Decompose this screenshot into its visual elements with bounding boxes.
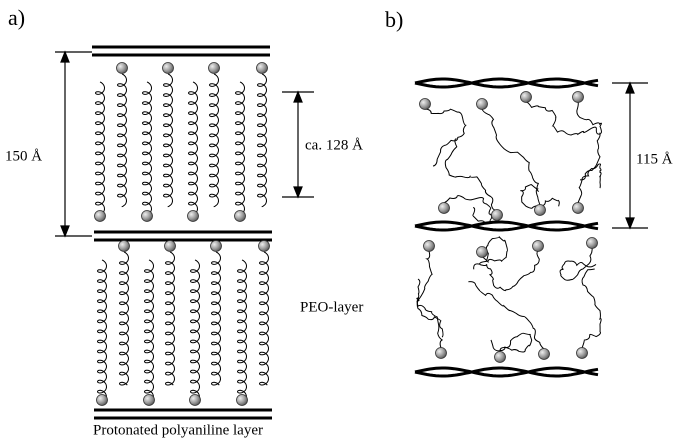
end-group: [495, 352, 506, 363]
peo-coil: [444, 196, 492, 224]
spacing-label: ca. 128 Å: [305, 137, 363, 153]
peo-chain: [118, 74, 127, 207]
peo-coil: [480, 251, 540, 291]
end-group: [211, 241, 222, 252]
end-group: [188, 211, 199, 222]
end-group: [424, 241, 435, 252]
end-group: [144, 395, 155, 406]
peo-coil: [526, 102, 600, 135]
end-group: [190, 395, 201, 406]
end-group: [587, 238, 598, 249]
end-group: [163, 63, 174, 74]
peo-chain: [236, 82, 245, 215]
end-group: [436, 348, 447, 359]
peo-chain: [98, 260, 107, 399]
end-group: [533, 241, 544, 252]
spacing-label: 115 Å: [636, 151, 673, 167]
peo-chain: [164, 74, 173, 207]
peo-chain: [143, 82, 152, 215]
peo-coil: [468, 282, 544, 349]
end-group: [97, 395, 108, 406]
figure: a) b) 150 Å ca. 128 Å PEO-layer Protonat…: [0, 0, 683, 440]
end-group: [259, 241, 270, 252]
end-group: [577, 348, 588, 359]
peo-coil: [578, 164, 601, 203]
peo-coil: [491, 333, 532, 352]
peo-chain: [189, 82, 198, 215]
molecules: [95, 63, 602, 406]
peo-chain: [258, 74, 267, 207]
end-group: [420, 99, 431, 110]
end-group: [573, 203, 584, 214]
peo-coil: [577, 102, 602, 180]
end-group: [117, 63, 128, 74]
end-group: [209, 63, 220, 74]
peo-chain: [120, 252, 129, 385]
end-group: [119, 241, 130, 252]
end-group: [95, 211, 106, 222]
end-group: [257, 63, 268, 74]
panel-label: a): [8, 5, 25, 30]
end-group: [539, 349, 550, 360]
peo-coil: [417, 279, 442, 348]
layer-label: Protonated polyaniline layer: [93, 422, 263, 438]
peo-chain: [210, 74, 219, 207]
end-group: [477, 247, 488, 258]
end-group: [237, 395, 248, 406]
end-group: [492, 210, 503, 221]
peo-chain: [145, 260, 154, 399]
peo-chain: [212, 252, 221, 385]
peo-chain: [96, 82, 105, 215]
end-group: [477, 99, 488, 110]
peo-chain: [238, 260, 247, 399]
peo-chain: [191, 260, 200, 399]
end-group: [142, 211, 153, 222]
peo-coil: [582, 269, 601, 348]
layer-label: PEO-layer: [300, 299, 363, 315]
end-group: [439, 203, 450, 214]
end-group: [521, 92, 532, 103]
spacing-label: 150 Å: [5, 148, 42, 164]
peo-chain: [166, 252, 175, 385]
peo-coil: [560, 248, 596, 280]
end-group: [573, 92, 584, 103]
panel-label: b): [385, 7, 403, 32]
peo-chain: [260, 252, 269, 385]
peo-coil: [482, 109, 539, 192]
peo-coil: [417, 251, 443, 337]
end-group: [535, 205, 546, 216]
peo-coil: [425, 109, 466, 166]
end-group: [165, 241, 176, 252]
end-group: [235, 211, 246, 222]
